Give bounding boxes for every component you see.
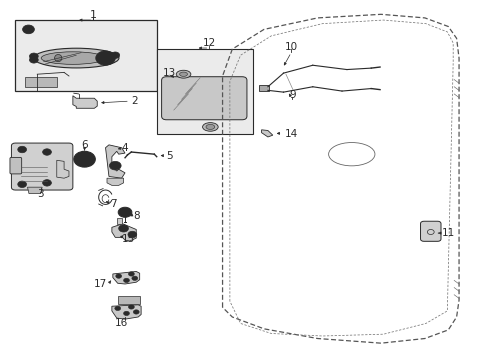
Circle shape	[128, 305, 134, 309]
Text: 14: 14	[284, 129, 297, 139]
Text: 11: 11	[441, 228, 454, 238]
Circle shape	[96, 51, 115, 65]
Circle shape	[79, 155, 90, 163]
Polygon shape	[105, 145, 125, 178]
Circle shape	[123, 278, 129, 283]
Bar	[25, 77, 57, 87]
Ellipse shape	[202, 123, 218, 131]
Polygon shape	[113, 271, 140, 284]
Text: 10: 10	[284, 42, 297, 51]
Circle shape	[119, 225, 128, 232]
Circle shape	[22, 25, 34, 34]
Circle shape	[112, 163, 118, 168]
Text: 6: 6	[81, 140, 88, 150]
Polygon shape	[57, 160, 69, 178]
Bar	[118, 296, 140, 304]
Text: 4: 4	[122, 143, 128, 153]
Circle shape	[133, 310, 139, 314]
Polygon shape	[112, 305, 141, 319]
Circle shape	[115, 306, 121, 311]
Circle shape	[132, 276, 138, 280]
Circle shape	[18, 181, 26, 188]
Ellipse shape	[34, 48, 119, 68]
Ellipse shape	[176, 70, 190, 78]
Polygon shape	[27, 187, 42, 194]
Polygon shape	[107, 178, 123, 185]
Bar	[15, 20, 157, 91]
Text: 2: 2	[131, 96, 138, 106]
FancyBboxPatch shape	[161, 77, 246, 120]
Circle shape	[42, 149, 51, 155]
Circle shape	[111, 52, 120, 58]
Text: 7: 7	[110, 199, 117, 210]
Ellipse shape	[41, 52, 104, 64]
Circle shape	[100, 54, 111, 62]
Ellipse shape	[205, 125, 214, 130]
Text: 5: 5	[166, 150, 173, 161]
Text: 17: 17	[94, 279, 107, 289]
Polygon shape	[261, 130, 272, 137]
Circle shape	[18, 146, 26, 153]
FancyBboxPatch shape	[11, 143, 73, 190]
Circle shape	[128, 231, 137, 238]
Circle shape	[29, 53, 38, 59]
Text: 15: 15	[122, 234, 135, 244]
FancyBboxPatch shape	[10, 157, 21, 174]
Circle shape	[29, 57, 38, 63]
Bar	[157, 49, 253, 134]
Polygon shape	[73, 96, 97, 108]
Bar	[259, 85, 268, 91]
Circle shape	[74, 151, 95, 167]
Text: 16: 16	[115, 318, 128, 328]
Circle shape	[128, 272, 134, 276]
Text: 8: 8	[133, 211, 140, 221]
Circle shape	[116, 274, 122, 278]
Ellipse shape	[179, 72, 187, 76]
Text: 9: 9	[288, 90, 295, 100]
Ellipse shape	[55, 54, 62, 62]
Text: 12: 12	[203, 38, 216, 48]
Circle shape	[123, 311, 129, 316]
Circle shape	[118, 207, 132, 217]
Text: 1: 1	[90, 10, 97, 20]
Text: 3: 3	[37, 189, 44, 199]
Circle shape	[42, 180, 51, 186]
Circle shape	[122, 210, 128, 215]
Text: 13: 13	[162, 68, 176, 78]
Circle shape	[109, 161, 121, 170]
FancyBboxPatch shape	[420, 221, 440, 241]
Polygon shape	[112, 224, 136, 241]
Polygon shape	[117, 218, 122, 224]
